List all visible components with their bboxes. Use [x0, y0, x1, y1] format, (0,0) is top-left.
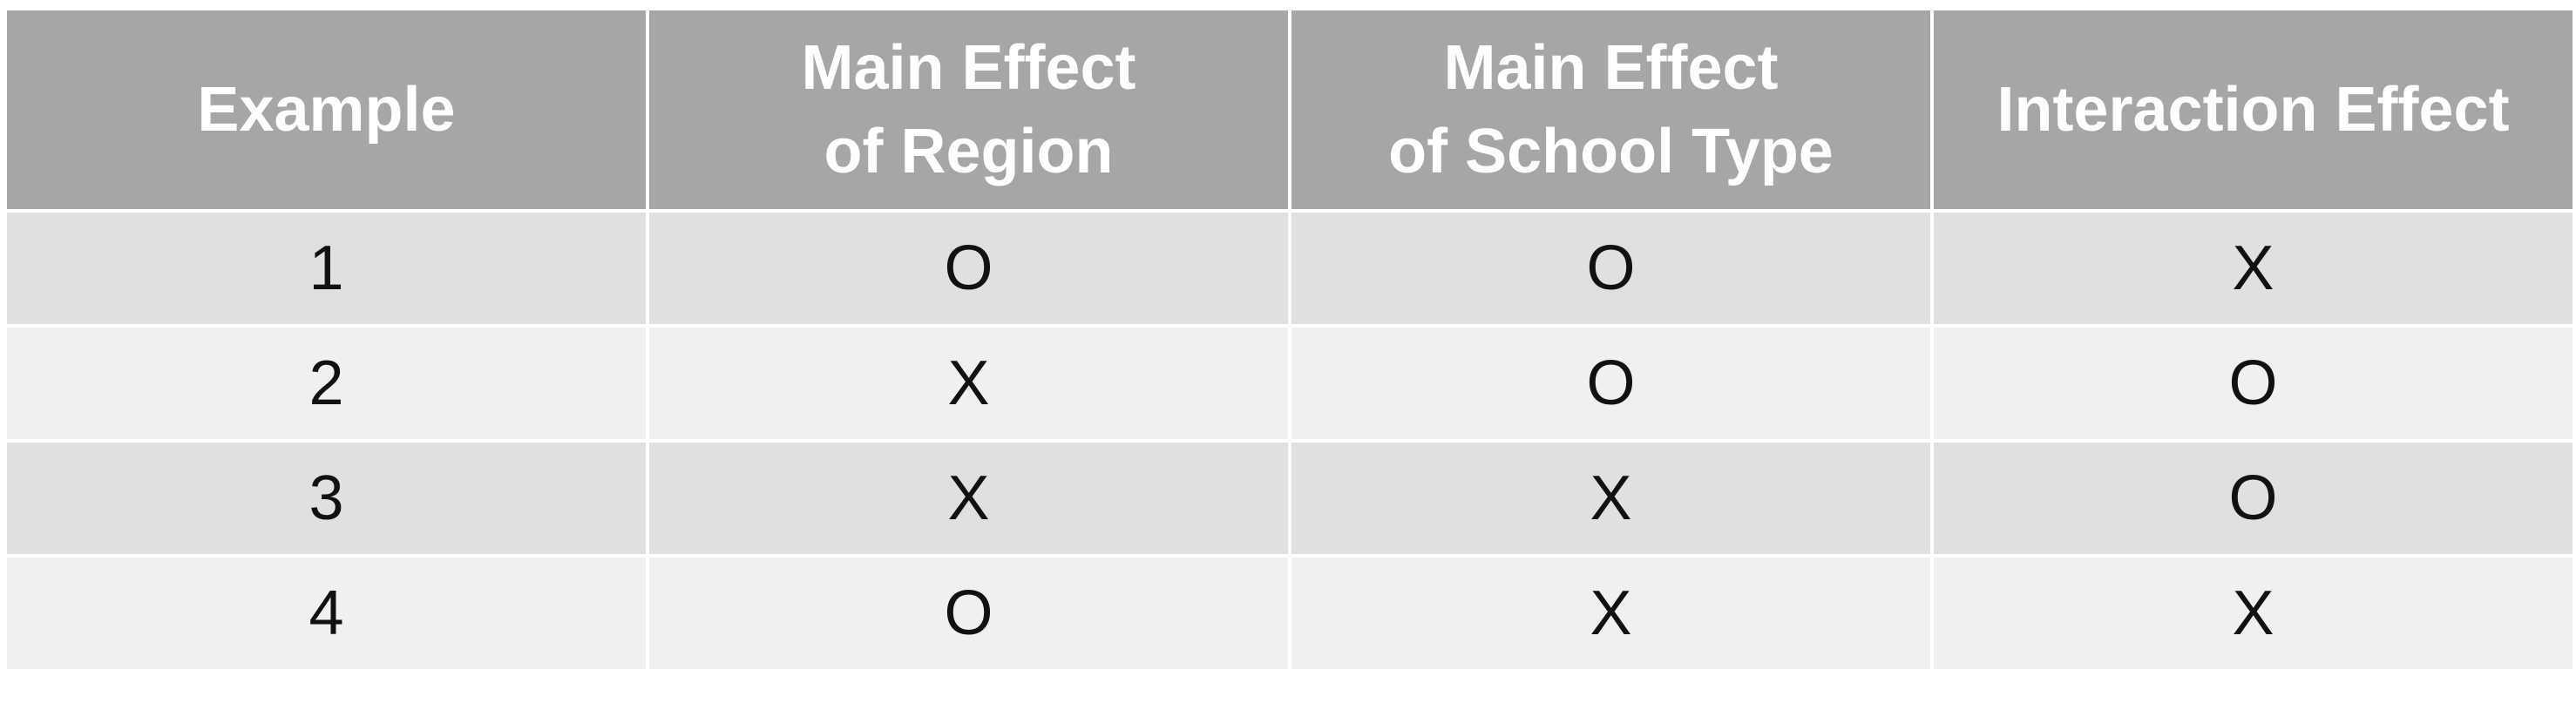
table-body: 1 O O X 2 X O O 3 X X O 4 O X X — [7, 213, 2573, 669]
table-row: 4 O X X — [7, 558, 2573, 669]
cell-interaction-effect: X — [1934, 213, 2573, 324]
header-region-line-2: of Region — [824, 117, 1114, 186]
header-interaction-effect: Interaction Effect — [1934, 10, 2573, 209]
cell-school-type-effect: O — [1291, 213, 1930, 324]
cell-school-type-effect: O — [1291, 328, 1930, 439]
cell-example: 3 — [7, 443, 646, 554]
header-main-effect-school-type: Main Effect of School Type — [1291, 10, 1930, 209]
header-region-line-1: Main Effect — [801, 33, 1136, 103]
table-row: 1 O O X — [7, 213, 2573, 324]
cell-interaction-effect: O — [1934, 443, 2573, 554]
cell-example: 4 — [7, 558, 646, 669]
header-example-line: Example — [197, 75, 456, 145]
header-example: Example — [7, 10, 646, 209]
header-school-type-line-1: Main Effect — [1443, 33, 1779, 103]
effects-table-container: Example Main Effect of Region Main Effec… — [7, 10, 2573, 673]
table-row: 2 X O O — [7, 328, 2573, 439]
table-header: Example Main Effect of Region Main Effec… — [7, 10, 2573, 209]
cell-region-effect: X — [649, 328, 1288, 439]
cell-interaction-effect: X — [1934, 558, 2573, 669]
effects-table: Example Main Effect of Region Main Effec… — [3, 7, 2576, 673]
cell-region-effect: X — [649, 443, 1288, 554]
cell-example: 1 — [7, 213, 646, 324]
table-row: 3 X X O — [7, 443, 2573, 554]
cell-example: 2 — [7, 328, 646, 439]
header-interaction-line: Interaction Effect — [1996, 75, 2510, 145]
header-row: Example Main Effect of Region Main Effec… — [7, 10, 2573, 209]
header-school-type-line-2: of School Type — [1388, 117, 1834, 186]
cell-region-effect: O — [649, 213, 1288, 324]
cell-interaction-effect: O — [1934, 328, 2573, 439]
cell-region-effect: O — [649, 558, 1288, 669]
cell-school-type-effect: X — [1291, 443, 1930, 554]
cell-school-type-effect: X — [1291, 558, 1930, 669]
header-main-effect-region: Main Effect of Region — [649, 10, 1288, 209]
